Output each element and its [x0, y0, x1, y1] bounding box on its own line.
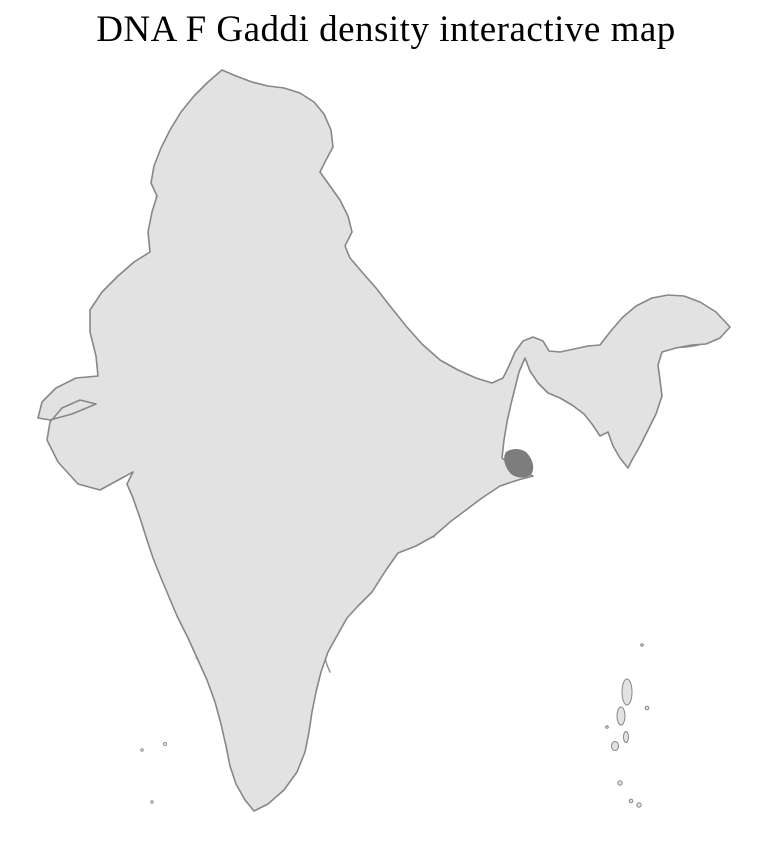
- andaman-nicobar-islands[interactable]: [605, 643, 650, 808]
- sundarbans-delta[interactable]: [504, 449, 534, 478]
- lakshadweep-islands[interactable]: [140, 741, 168, 804]
- page-title: DNA F Gaddi density interactive map: [96, 9, 676, 50]
